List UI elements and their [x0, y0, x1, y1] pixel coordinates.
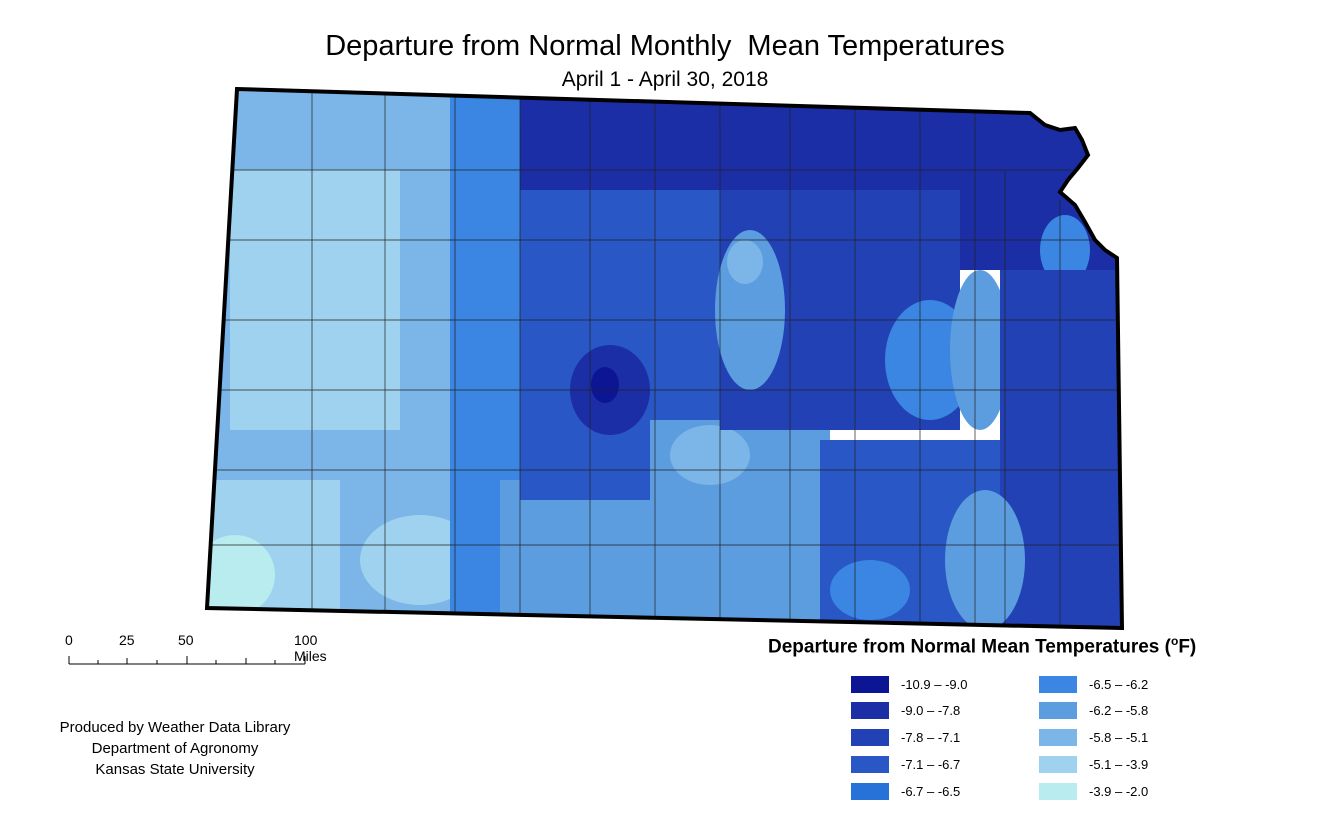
legend-title-unit: F) [1178, 636, 1197, 658]
legend-label: -5.1 – -3.9 [1089, 757, 1149, 772]
scale-label-0: 0 [65, 632, 73, 648]
zone-southeast-light [945, 490, 1025, 628]
map-title: Departure from Normal Monthly Mean Tempe… [325, 30, 1005, 62]
legend-title: Departure from Normal Mean Temperatures … [768, 634, 1196, 658]
zone-northeast-light [1040, 215, 1090, 285]
legend-label: -5.8 – -5.1 [1089, 730, 1149, 745]
scale-label-50: 50 [178, 632, 194, 648]
credit-line-1: Produced by Weather Data Library [59, 719, 291, 736]
legend-label: -9.0 – -7.8 [901, 703, 961, 718]
zone-south-lighter [830, 560, 910, 620]
zone-west-light [230, 170, 400, 430]
credit-line-2: Department of Agronomy [91, 740, 259, 757]
legend-swatch [851, 783, 889, 800]
zone-south-central-west [500, 480, 660, 620]
legend-label: -7.1 – -6.7 [901, 757, 961, 772]
legend-swatch [1039, 702, 1077, 719]
scale-label-100: 100 Miles [294, 632, 327, 664]
zone-central-coldest [591, 367, 619, 403]
zone-southwest-warmest [207, 535, 275, 615]
scale-label-25: 25 [119, 632, 135, 648]
legend-label: -3.9 – -2.0 [1089, 784, 1149, 799]
scale-ruler [68, 656, 306, 665]
credit-line-3: Kansas State University [95, 761, 255, 778]
legend-label: -6.2 – -5.8 [1089, 703, 1149, 718]
legend-swatch [1039, 783, 1077, 800]
legend-swatch [1039, 676, 1077, 693]
legend-swatch [1039, 729, 1077, 746]
credits: Produced by Weather Data Library Departm… [30, 717, 320, 780]
legend-swatch [851, 729, 889, 746]
zone-east-central-lighter [727, 240, 763, 284]
zone-south-central-light [670, 425, 750, 485]
county-boundaries [207, 89, 1120, 628]
temperature-fill [207, 89, 1122, 628]
legend-swatch [851, 702, 889, 719]
map-subtitle: April 1 - April 30, 2018 [561, 68, 769, 91]
legend-label: -7.8 – -7.1 [901, 730, 961, 745]
legend-label: -6.5 – -6.2 [1089, 677, 1149, 692]
legend-label: -10.9 – -9.0 [901, 677, 968, 692]
legend-swatch [1039, 756, 1077, 773]
scale-bar: 0 25 50 100 Miles [60, 632, 327, 672]
kansas-temperature-map [204, 86, 1125, 630]
legend-title-degree: o [1170, 634, 1179, 648]
state-outline [204, 86, 1125, 630]
legend-title-text: Departure from Normal Mean Temperatures … [768, 636, 1171, 658]
legend-swatch [851, 676, 889, 693]
legend-label: -6.7 – -6.5 [901, 784, 961, 799]
legend-swatch [851, 756, 889, 773]
